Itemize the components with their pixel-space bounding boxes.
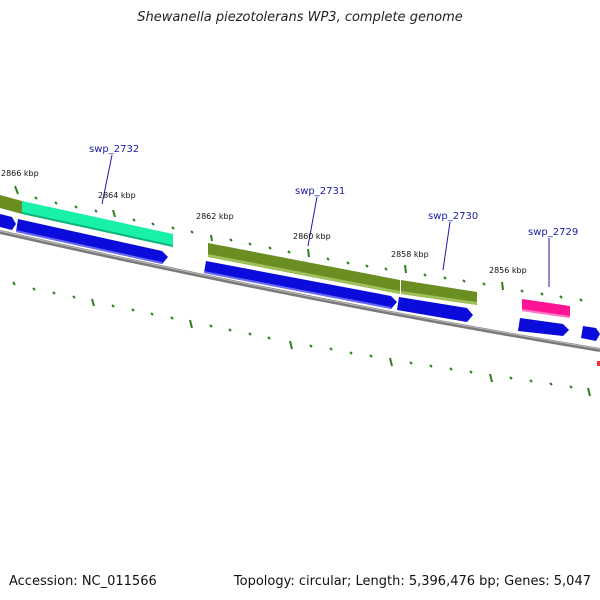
teal-feature-edge <box>22 212 173 247</box>
genome-backbone-highlight <box>0 230 600 350</box>
lower-tick-row <box>12 281 591 397</box>
gene-label-swp-2730: swp_2730 <box>428 211 478 222</box>
green-feature-swp-2731 <box>208 243 400 294</box>
gene-label-swp-2731: swp_2731 <box>295 186 345 197</box>
scale-label-2858: 2858 kbp <box>391 250 429 259</box>
leader-swp-2730 <box>442 221 451 271</box>
scale-label-2866: 2866 kbp <box>1 169 39 178</box>
scale-label-2860: 2860 kbp <box>293 232 331 241</box>
cds-shadow-swp-2732 <box>16 230 162 264</box>
green-feature-swp-2731-highlight <box>208 254 400 294</box>
scale-label-2864: 2864 kbp <box>98 191 136 200</box>
cds-arrow-swp-2729 <box>518 318 569 336</box>
teal-feature-swp-2732 <box>22 201 173 247</box>
cds-arrow-swp-2731 <box>204 261 397 309</box>
green-feature-swp-2730-highlight <box>401 291 477 305</box>
gene-label-swp-2732: swp_2732 <box>89 144 139 155</box>
accession-text: Accession: NC_011566 <box>9 574 157 589</box>
leader-swp-2732 <box>101 154 113 205</box>
green-feature-swp-2730 <box>401 280 477 305</box>
leader-swp-2731 <box>307 196 318 247</box>
pink-feature-swp-2729-highlight <box>522 309 570 318</box>
genome-backbone <box>0 230 600 352</box>
upper-tick-row <box>14 185 583 302</box>
cds-shadow-swp-2731 <box>204 271 391 309</box>
cds-arrow-swp-2730 <box>397 297 473 322</box>
cds-arrow-left-edge <box>0 214 16 230</box>
scale-label-2862: 2862 kbp <box>196 212 234 221</box>
green-feature-left <box>0 195 22 214</box>
cds-arrow-swp-2732 <box>16 219 168 264</box>
pink-feature-swp-2729 <box>522 299 570 318</box>
gene-label-swp-2729: swp_2729 <box>528 227 578 238</box>
map-title: Shewanella piezotolerans WP3, complete g… <box>137 10 463 25</box>
genome-summary-text: Topology: circular; Length: 5,396,476 bp… <box>233 574 591 589</box>
cds-arrow-right-edge <box>581 326 600 341</box>
scale-label-2856: 2856 kbp <box>489 266 527 275</box>
red-feature-edge <box>597 361 600 366</box>
